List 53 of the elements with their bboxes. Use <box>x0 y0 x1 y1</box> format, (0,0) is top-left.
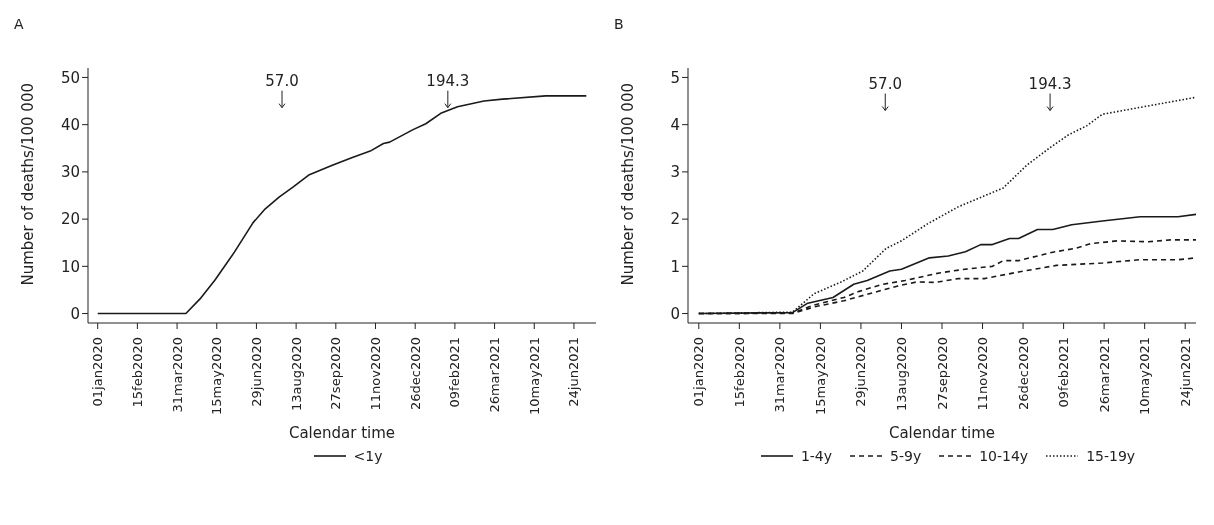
legend-label: 5-9y <box>890 448 922 464</box>
x-tick-label: 27sep2020 <box>328 337 344 410</box>
y-tick-label: 4 <box>670 115 680 134</box>
x-tick-label: 15feb2020 <box>731 337 747 408</box>
x-tick-label: 29jun2020 <box>248 337 264 407</box>
x-tick-label: 26mar2021 <box>1096 337 1112 413</box>
x-tick-label: 11nov2020 <box>368 337 384 411</box>
annotation: 57.0 <box>265 71 299 90</box>
x-tick-label: 13aug2020 <box>288 337 304 412</box>
x-tick-label: 15may2020 <box>209 337 225 415</box>
x-tick-label: 24jun2021 <box>1177 337 1193 407</box>
y-tick-label: 30 <box>60 163 80 182</box>
x-tick-label: 09feb2021 <box>1056 337 1072 408</box>
x-tick-label: 11nov2020 <box>975 337 991 411</box>
x-tick-label: 15feb2020 <box>129 337 145 408</box>
y-tick-label: 20 <box>60 210 80 229</box>
x-tick-label: 26dec2020 <box>407 337 423 411</box>
annotation: 57.0 <box>868 74 902 93</box>
x-tick-label: 01jan2020 <box>691 337 707 407</box>
x-tick-label: 26dec2020 <box>1015 337 1031 411</box>
legend-label: 15-19y <box>1086 448 1136 464</box>
legend-label: 1-4y <box>800 448 833 464</box>
x-tick-label: 13aug2020 <box>893 337 909 412</box>
y-tick-label: 2 <box>670 210 680 229</box>
y-tick-label: 5 <box>670 68 680 87</box>
x-tick-label: 24jun2021 <box>566 337 582 407</box>
annotation: 194.3 <box>426 71 470 90</box>
x-axis-title: Calendar time <box>888 424 996 442</box>
x-axis-title: Calendar time <box>288 424 396 442</box>
x-tick-label: 15may2020 <box>812 337 828 415</box>
x-tick-label: 26mar2021 <box>487 337 503 413</box>
annotation: 194.3 <box>1028 74 1072 93</box>
y-axis-title: Number of deaths/100 000 <box>19 83 38 286</box>
chart-title: B <box>614 16 624 32</box>
y-tick-label: 40 <box>60 115 80 134</box>
y-tick-label: 3 <box>670 163 680 182</box>
y-axis-title: Number of deaths/100 000 <box>619 83 638 286</box>
x-tick-label: 31mar2020 <box>169 337 185 413</box>
y-tick-label: 10 <box>60 257 80 276</box>
x-tick-label: 29jun2020 <box>853 337 869 407</box>
y-tick-label: 1 <box>670 257 680 276</box>
legend-label: <1y <box>353 448 383 464</box>
x-tick-label: 09feb2021 <box>447 337 463 408</box>
x-tick-label: 10may2021 <box>526 337 542 415</box>
x-tick-label: 27sep2020 <box>934 337 950 410</box>
legend-label: 10-14y <box>979 448 1029 464</box>
y-tick-label: 50 <box>60 68 80 87</box>
y-tick-label: 0 <box>670 304 680 323</box>
y-tick-label: 0 <box>70 304 80 323</box>
x-tick-label: 10may2021 <box>1137 337 1153 415</box>
x-tick-label: 01jan2020 <box>90 337 106 407</box>
x-tick-label: 31mar2020 <box>772 337 788 413</box>
chart-title: A <box>14 16 24 32</box>
